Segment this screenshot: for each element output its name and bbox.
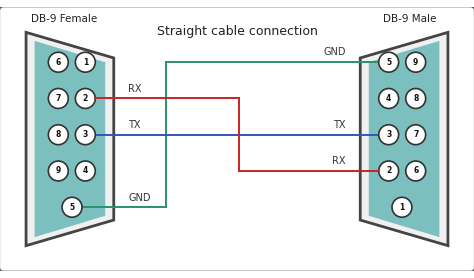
Circle shape — [48, 52, 68, 72]
Text: 8: 8 — [413, 94, 419, 103]
Circle shape — [379, 161, 399, 181]
Text: 7: 7 — [55, 94, 61, 103]
Polygon shape — [369, 41, 439, 237]
Text: GND: GND — [323, 48, 346, 58]
Circle shape — [406, 161, 426, 181]
Circle shape — [379, 52, 399, 72]
Text: Straight cable connection: Straight cable connection — [156, 25, 318, 38]
Text: 4: 4 — [386, 94, 392, 103]
Circle shape — [379, 125, 399, 145]
Circle shape — [379, 88, 399, 108]
Circle shape — [48, 88, 68, 108]
Polygon shape — [360, 32, 448, 246]
Text: 3: 3 — [386, 130, 392, 139]
Text: DB-9 Female: DB-9 Female — [31, 14, 97, 24]
Text: GND: GND — [128, 193, 151, 202]
Text: 1: 1 — [399, 203, 405, 212]
Text: RX: RX — [128, 84, 142, 94]
Circle shape — [406, 88, 426, 108]
Text: 3: 3 — [82, 130, 88, 139]
Circle shape — [392, 197, 412, 217]
Text: TX: TX — [333, 120, 346, 130]
Text: 6: 6 — [55, 58, 61, 67]
Text: 9: 9 — [413, 58, 419, 67]
Circle shape — [75, 161, 95, 181]
Text: TX: TX — [128, 120, 141, 130]
Text: 2: 2 — [386, 167, 392, 175]
Circle shape — [406, 125, 426, 145]
Circle shape — [62, 197, 82, 217]
Text: 8: 8 — [55, 130, 61, 139]
Circle shape — [75, 88, 95, 108]
FancyBboxPatch shape — [0, 6, 474, 272]
Text: 4: 4 — [82, 167, 88, 175]
Circle shape — [48, 125, 68, 145]
Circle shape — [48, 161, 68, 181]
Text: DB-9 Male: DB-9 Male — [383, 14, 437, 24]
Polygon shape — [26, 32, 114, 246]
Circle shape — [75, 52, 95, 72]
Text: 2: 2 — [82, 94, 88, 103]
Text: RX: RX — [332, 156, 346, 166]
Text: 5: 5 — [70, 203, 74, 212]
Text: 5: 5 — [386, 58, 391, 67]
Text: 6: 6 — [413, 167, 419, 175]
Text: 1: 1 — [82, 58, 88, 67]
Circle shape — [406, 52, 426, 72]
Circle shape — [75, 125, 95, 145]
Text: 7: 7 — [413, 130, 419, 139]
Text: 9: 9 — [55, 167, 61, 175]
Polygon shape — [35, 41, 105, 237]
